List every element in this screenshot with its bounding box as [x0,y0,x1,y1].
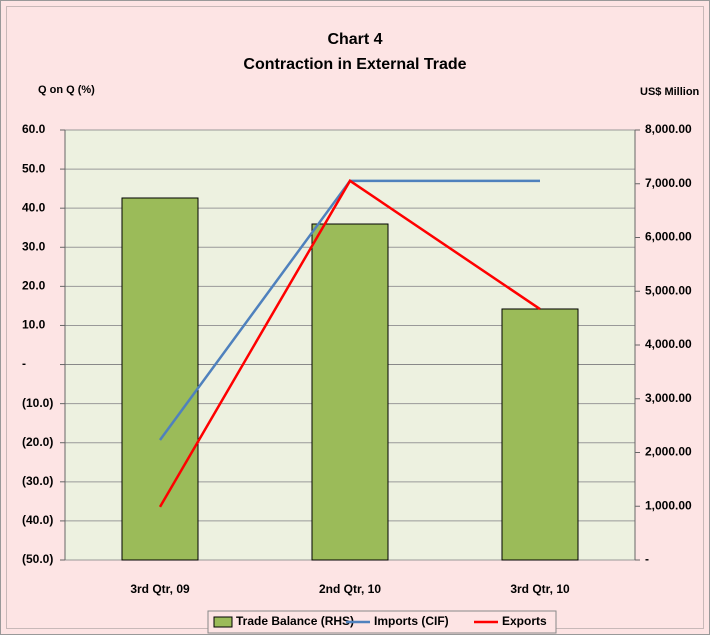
y2-tick-label: 8,000.00 [645,122,692,136]
chart-subtitle: Contraction in External Trade [243,56,466,73]
y-tick-label: (10.0) [22,396,53,410]
y-tick-label: (20.0) [22,435,53,449]
y2-axis-label: US$ Million [640,86,700,98]
y-tick-label: 30.0 [22,239,46,253]
y-tick-label: (50.0) [22,552,53,566]
x-tick-label: 3rd Qtr, 09 [130,582,190,596]
y-tick-label: (40.0) [22,513,53,527]
y2-tick-label: 5,000.00 [645,283,692,297]
bar [501,308,579,561]
y2-tick-label: 6,000.00 [645,230,692,244]
y2-tick-label: 3,000.00 [645,391,692,405]
y2-tick-label: 7,000.00 [645,176,692,190]
line [158,179,541,508]
y-tick-label: 40.0 [22,200,46,214]
y-tick-label: 50.0 [22,161,46,175]
y-axis-label: Q on Q (%) [38,84,95,96]
y-tick-label: - [22,357,26,371]
y-tick-label: 60.0 [22,122,46,136]
bar [311,223,389,561]
y-tick-label: 10.0 [22,318,46,332]
legend-label: Trade Balance (RHS) [236,614,354,628]
legend-label: Imports (CIF) [374,614,449,628]
y2-tick-label: 2,000.00 [645,445,692,459]
y2-tick-label: - [645,552,649,566]
y-tick-label: 20.0 [22,279,46,293]
y2-tick-label: 4,000.00 [645,337,692,351]
legend-swatch [213,616,233,628]
chart-title: Chart 4 [327,31,382,48]
x-tick-label: 3rd Qtr, 10 [510,582,570,596]
y2-tick-label: 1,000.00 [645,498,692,512]
y-tick-label: (30.0) [22,474,53,488]
legend-label: Exports [502,614,547,628]
bar [121,197,199,561]
legend-box [207,610,557,634]
x-tick-label: 2nd Qtr, 10 [319,582,381,596]
